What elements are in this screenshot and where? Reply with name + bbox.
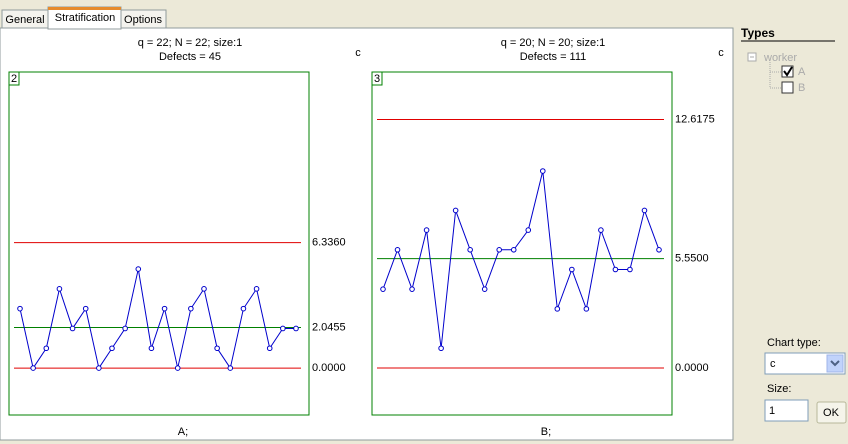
size-value[interactable]: 1 [769,405,775,417]
data-line [382,170,660,349]
data-point [656,247,662,253]
y-tick-label: 12.6175 [675,113,715,125]
checkbox[interactable] [781,65,794,78]
data-point [266,345,273,352]
size-input[interactable] [764,399,809,422]
x-axis-label: A; [178,426,188,438]
data-point [280,325,286,332]
data-point [641,207,648,214]
data-point [438,345,444,352]
data-point [109,345,115,352]
dropdown-button[interactable] [826,354,844,373]
tab-label[interactable]: Stratification [55,12,116,24]
data-point [539,168,546,174]
data-point [17,305,23,312]
panel-label-box [371,71,383,86]
data-point [525,227,532,233]
data-point [30,365,36,371]
data-point [43,345,50,352]
x-axis-label: B; [541,426,551,438]
data-point [380,286,386,292]
chart-type-select[interactable] [764,352,846,375]
chart-subtitle: Defects = 111 [520,51,587,63]
data-point [423,227,430,233]
data-point [174,365,181,371]
panel-label: 2 [11,73,17,85]
chart-type-label: Chart type: [767,337,821,349]
data-point [82,305,89,312]
tree-root[interactable]: worker [763,52,797,64]
panel-title: Types [741,26,775,40]
chart-title: q = 22; N = 22; size:1 [138,37,243,49]
tab-page [0,27,734,441]
ok-button-label[interactable]: OK [823,407,840,419]
y-tick-label: 0.0000 [675,362,709,374]
data-point [627,266,633,273]
tree-item[interactable]: B [798,82,805,94]
chart-subtitle: Defects = 45 [159,51,221,63]
tab-label[interactable]: General [5,14,44,26]
tab[interactable] [120,9,167,29]
data-point [69,325,76,332]
dropdown-arrow [830,360,840,367]
data-point [612,266,619,273]
chart-title: q = 20; N = 20; size:1 [501,37,606,49]
data-point [467,247,473,253]
data-point [293,325,299,332]
data-point [227,365,234,371]
y-tick-label: 5.5500 [675,253,709,265]
tab-label[interactable]: Options [124,14,162,26]
tree-lines [769,62,782,89]
axis-label: c [718,47,724,59]
data-point [394,247,401,253]
tab-highlight [48,7,121,10]
size-label: Size: [767,383,791,395]
data-point [201,286,207,292]
panel-label-box [8,71,20,86]
data-point [409,286,415,292]
panel-label: 3 [374,73,380,85]
data-point [598,227,604,233]
data-point [240,305,247,312]
data-point [452,207,459,214]
data-point [510,247,517,253]
data-point [148,345,155,352]
ok-button[interactable] [816,401,847,424]
data-point [96,365,102,371]
y-tick-label: 0.0000 [312,362,346,374]
chart-type-value[interactable]: c [770,358,776,370]
data-point [135,266,142,272]
data-point [481,286,488,292]
tree-item[interactable]: A [798,66,806,78]
data-point [253,286,260,292]
data-point [583,306,590,312]
axis-label: c [355,47,361,59]
y-tick-label: 2.0455 [312,321,346,333]
data-point [188,305,194,312]
checkbox[interactable] [781,81,794,94]
data-point [569,266,575,273]
checkmark [783,66,793,77]
data-point [496,247,503,253]
plot-frame [371,71,673,416]
data-point [161,305,168,312]
data-point [554,306,561,312]
data-point [214,345,220,352]
data-line [19,268,296,370]
data-point [122,325,128,332]
y-tick-label: 6.3360 [312,236,346,248]
plot-frame [8,71,310,416]
data-point [56,286,63,292]
